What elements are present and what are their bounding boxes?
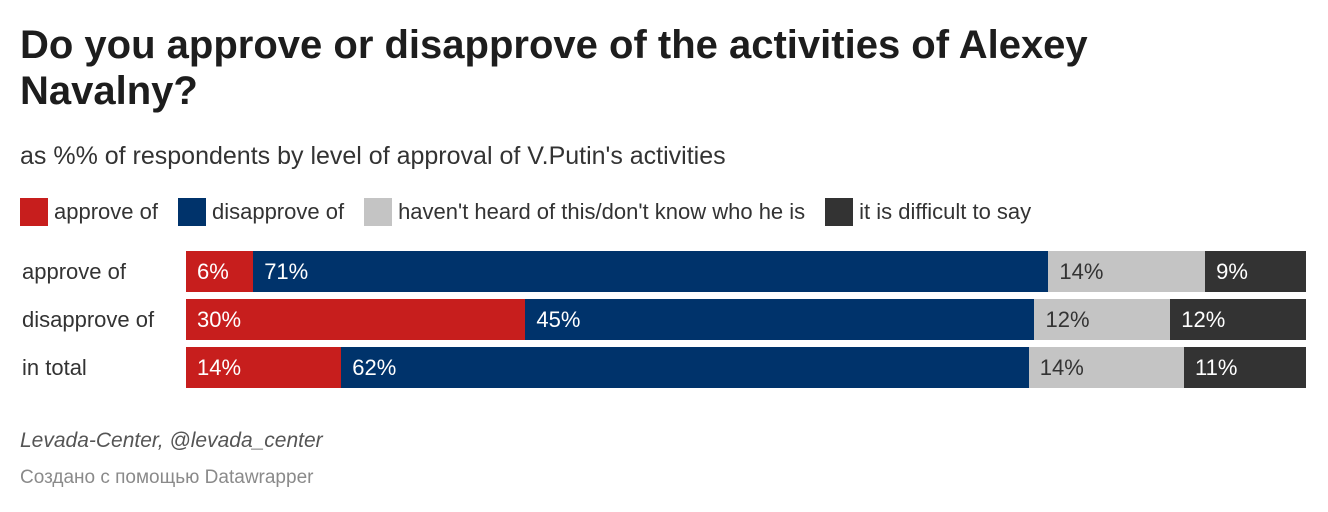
legend-swatch [825,198,854,226]
data-label: 12% [1181,307,1226,332]
legend-label: disapprove of [211,199,345,224]
legend-swatch [20,198,48,226]
data-label: 14% [197,355,242,380]
data-label: 14% [1059,259,1104,284]
bar-row: disapprove of 30% 45% 12% 12% [0,299,1328,341]
legend-item: haven't heard of this/don't know who he … [364,198,805,226]
legend-item: approve of [20,198,158,226]
data-label: 30% [197,307,242,332]
row-label: in total [22,355,87,380]
bar-segment: 45% [525,299,1035,340]
bar-segment: 12% [1034,299,1171,340]
stacked-bar: 30% 45% 12% 12% [186,299,1306,340]
stacked-bar: 14% 62% 14% 11% [186,347,1306,388]
bar-row: in total 14% 62% 14% 11% [0,347,1328,389]
data-label: 11% [1194,355,1238,380]
chart-legend: approve of disapprove of haven't heard of … [20,197,1051,227]
data-label: 12% [1045,307,1090,332]
bar-segment: 14% [186,347,342,388]
bar-segment: 14% [1028,347,1184,388]
bar-segment: 62% [341,347,1029,388]
legend-label: it is difficult to say [859,199,1032,224]
data-label: 6% [197,259,229,284]
data-label: 71% [264,259,309,284]
bar-row: approve of 6% 71% 14% 9% [0,251,1328,293]
bar-segment: 14% [1048,251,1206,292]
bar-segment: 9% [1205,251,1306,292]
data-label: 14% [1039,355,1084,380]
chart-title: Do you approve or disapprove of the acti… [20,23,1088,113]
data-label: 45% [536,307,581,332]
bar-segment: 71% [253,251,1049,292]
credit-note: Создано с помощью Datawrapper [20,467,314,488]
bar-segment: 30% [186,299,526,340]
legend-item: disapprove of [177,198,345,226]
source-note: Levada-Center, @levada_center [20,429,323,452]
legend-swatch [177,198,206,226]
bar-segment: 11% [1183,347,1306,388]
row-label: approve of [22,259,126,284]
stacked-bar: 6% 71% 14% 9% [186,251,1306,292]
bar-segment: 6% [186,251,254,292]
legend-label: approve of [54,199,158,224]
row-label: disapprove of [22,307,155,332]
bar-segment: 12% [1170,299,1306,340]
data-label: 9% [1216,259,1248,284]
legend-label: haven't heard of this/don't know who he … [398,199,806,224]
legend-item: it is difficult to say [825,198,1031,226]
chart-subtitle: as %% of respondents by level of approva… [20,142,726,170]
data-label: 62% [352,355,397,380]
legend-swatch [364,198,393,226]
